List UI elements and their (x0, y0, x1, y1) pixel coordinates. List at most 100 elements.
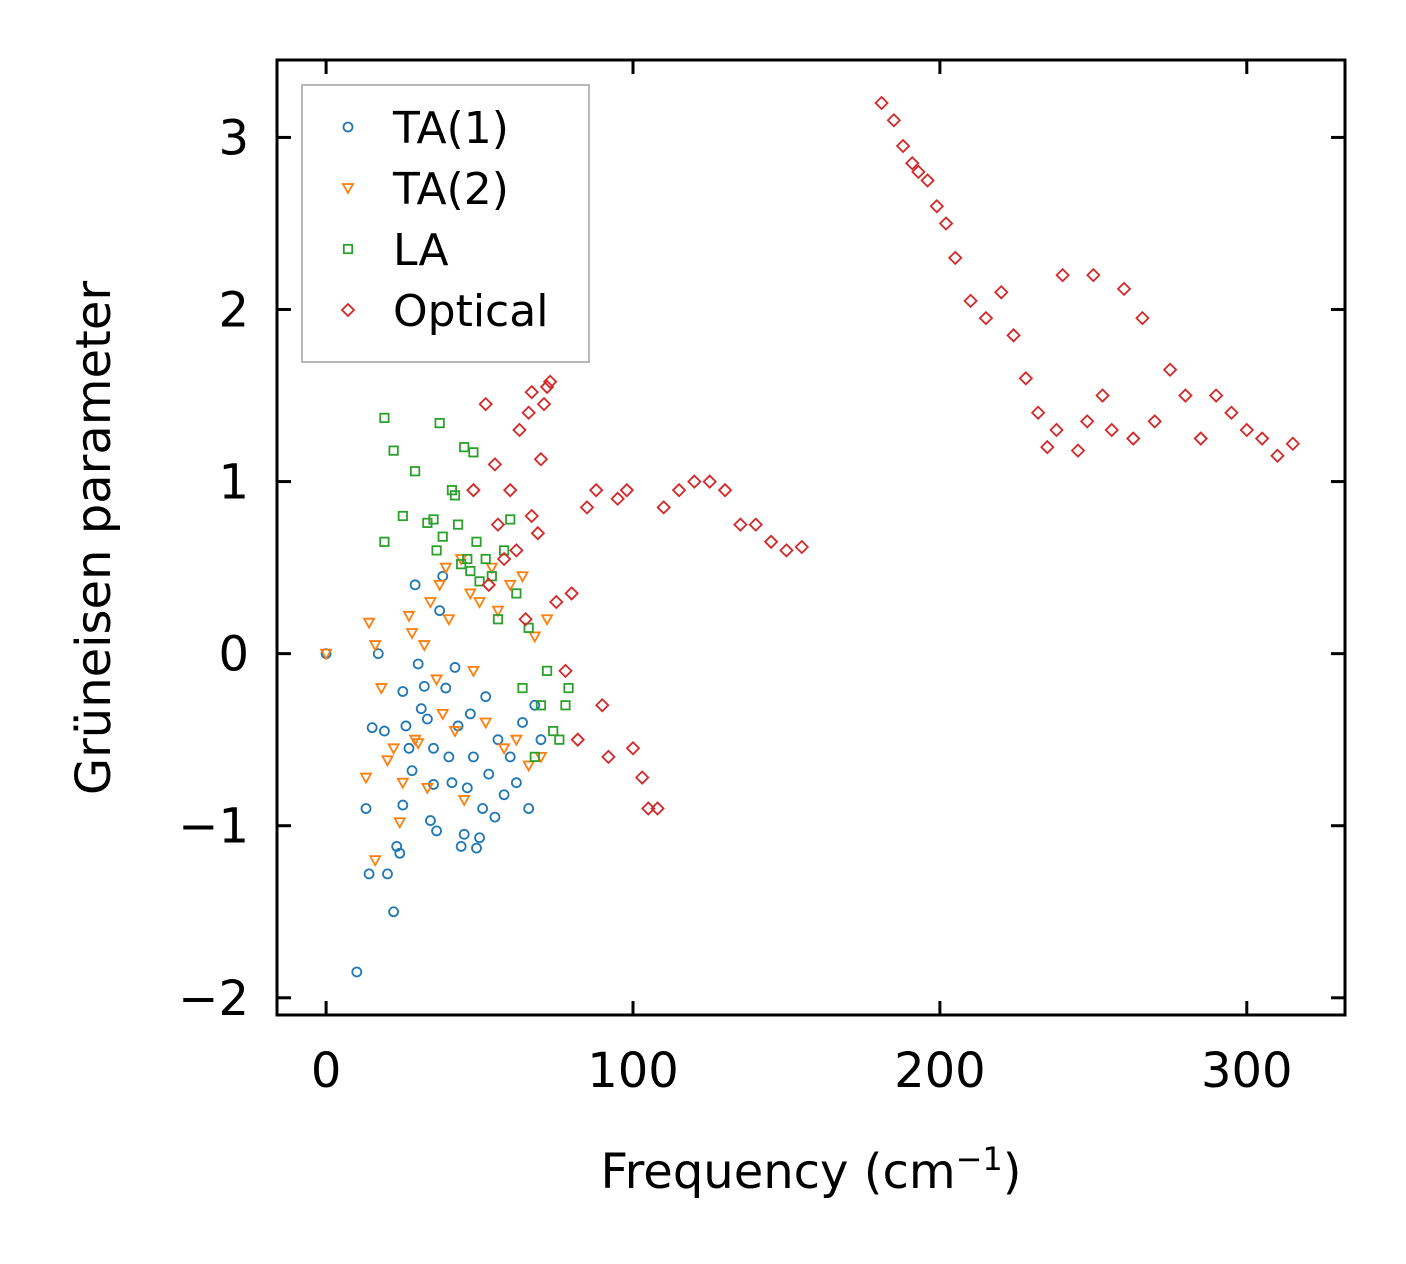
data-point (929, 198, 945, 214)
data-point (536, 396, 552, 412)
data-point (978, 310, 994, 326)
data-point (563, 682, 574, 694)
data-point (510, 777, 522, 789)
data-point (517, 717, 528, 728)
data-point (481, 577, 497, 593)
data-point (388, 445, 399, 456)
data-point (779, 543, 794, 558)
data-point (717, 482, 733, 498)
data-point (515, 571, 530, 584)
data-point (449, 490, 461, 501)
data-point (468, 447, 479, 458)
data-point (656, 500, 671, 515)
data-point (421, 713, 433, 725)
data-point (436, 708, 450, 721)
legend-item: TA(2) (341, 164, 509, 215)
data-point (994, 285, 1009, 300)
data-point (439, 562, 453, 575)
legend: TA(1) TA(2) LA Optical (301, 84, 590, 363)
data-point (420, 782, 434, 795)
data-point (449, 662, 461, 673)
data-point (492, 734, 504, 746)
data-point (485, 562, 499, 575)
data-point (491, 605, 505, 618)
legend-label: LA (393, 225, 449, 276)
data-point (394, 847, 406, 859)
x-tick-label: 0 (311, 1043, 342, 1099)
data-point (733, 517, 748, 532)
data-point (895, 138, 911, 154)
series-optical (466, 95, 1301, 816)
data-point (362, 617, 376, 630)
legend-label: TA(1) (392, 103, 509, 154)
data-point (496, 551, 512, 567)
data-point (650, 801, 665, 816)
data-point (466, 665, 480, 678)
legend-item: LA (342, 225, 449, 276)
data-point (588, 482, 604, 498)
data-point (455, 840, 467, 852)
data-point (794, 539, 810, 555)
data-point (554, 734, 565, 745)
data-point (1018, 371, 1034, 386)
data-point (486, 571, 497, 582)
data-point (1239, 422, 1255, 438)
data-point (1086, 267, 1101, 283)
data-point (480, 553, 491, 565)
legend-item: TA(1) (342, 103, 509, 154)
data-point (1254, 431, 1270, 446)
data-point (509, 543, 524, 558)
y-axis-label: Grüneisen parameter (66, 281, 122, 796)
data-point (503, 579, 517, 592)
data-point (428, 742, 439, 754)
data-point (1006, 328, 1021, 343)
y-tick-label: 2 (218, 283, 249, 339)
data-point (360, 803, 372, 814)
data-point (1125, 431, 1141, 446)
data-point (437, 531, 448, 542)
data-point (911, 164, 926, 180)
data-point (379, 725, 390, 737)
data-point (374, 683, 388, 695)
data-point (466, 482, 481, 498)
y-tick-label: 1 (218, 455, 249, 511)
data-point (524, 508, 539, 524)
data-point (549, 594, 564, 610)
data-point (397, 686, 409, 697)
data-point (619, 482, 635, 498)
data-point (480, 691, 492, 703)
data-point (400, 720, 412, 732)
data-point (423, 597, 437, 609)
data-point (430, 674, 444, 687)
data-point (379, 412, 390, 424)
data-point (1162, 362, 1178, 378)
data-point (1178, 388, 1193, 403)
axis-ticks: 0 100 200 300 −2 −1 0 1 2 3 (178, 60, 1345, 1099)
data-point (403, 742, 415, 754)
data-point (548, 725, 559, 737)
data-point (498, 789, 510, 801)
data-point (464, 708, 476, 720)
legend-label: Optical (393, 286, 548, 337)
data-point (425, 815, 436, 826)
data-point (1049, 422, 1064, 438)
data-point (938, 216, 954, 231)
legend-marker (340, 302, 356, 318)
data-point (477, 803, 489, 814)
data-point (431, 825, 442, 837)
data-point (1095, 388, 1110, 403)
data-point (433, 579, 447, 592)
data-point (351, 966, 363, 978)
data-point (408, 734, 422, 747)
x-axis-label: Frequency (cm−1) (600, 1140, 1021, 1200)
data-point (379, 536, 390, 547)
data-point (434, 605, 446, 617)
data-point (530, 525, 546, 541)
data-point (456, 559, 467, 570)
data-point (1285, 436, 1301, 451)
data-point (462, 553, 473, 565)
x-tick-label: 200 (894, 1043, 986, 1099)
data-point (478, 396, 493, 412)
data-point (372, 648, 384, 660)
